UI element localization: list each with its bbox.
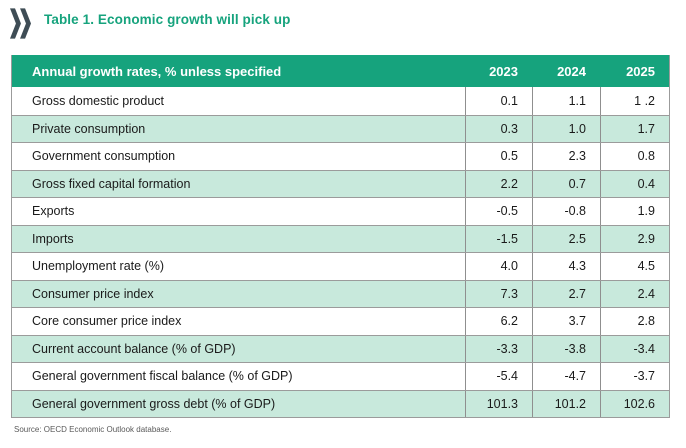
- row-value: -1.5: [465, 225, 532, 252]
- row-label: Exports: [32, 204, 75, 219]
- row-value: -3.4: [600, 335, 669, 362]
- row-label: Gross fixed capital formation: [32, 176, 191, 191]
- table-header-label: Annual growth rates, % unless specified: [32, 63, 282, 79]
- row-label: General government gross debt (% of GDP): [32, 396, 276, 411]
- row-value: 1.0: [532, 115, 600, 142]
- row-value: 2.5: [532, 225, 600, 252]
- row-value: -3.3: [465, 335, 532, 362]
- row-value: 3.7: [532, 308, 600, 335]
- row-value: 2.9: [600, 225, 669, 252]
- table-row: Private consumption 0.3 1.0 1.7: [12, 114, 669, 142]
- table-header-year-2023: 2023: [489, 63, 518, 79]
- row-value: 0.7: [532, 170, 600, 197]
- row-value: 1.7: [600, 115, 669, 142]
- row-value: 4.3: [532, 253, 600, 280]
- oecd-double-chevron-icon: [10, 7, 31, 40]
- source-note: Source: OECD Economic Outlook database.: [14, 425, 172, 434]
- row-value: 0.5: [465, 143, 532, 170]
- row-value: 0.1: [465, 87, 532, 115]
- row-value: 1.1: [532, 87, 600, 115]
- table-header-year-2025: 2025: [626, 63, 655, 79]
- row-value: 6.2: [465, 308, 532, 335]
- row-value: -5.4: [465, 363, 532, 390]
- table-header-row: Annual growth rates, % unless specified …: [12, 55, 669, 87]
- row-value: 7.3: [465, 280, 532, 307]
- row-value: 1 .2: [600, 87, 669, 115]
- row-value: -3.8: [532, 335, 600, 362]
- row-label: Private consumption: [32, 121, 146, 136]
- table-row: Current account balance (% of GDP) -3.3 -3…: [12, 334, 669, 362]
- row-label: Unemployment rate (%): [32, 259, 164, 274]
- table-row: Gross domestic product 0.1 1.1 1 .2: [12, 87, 669, 115]
- row-label: Gross domestic product: [32, 93, 164, 108]
- table-row: Government consumption 0.5 2.3 0.8: [12, 142, 669, 170]
- table-row: Consumer price index 7.3 2.7 2.4: [12, 279, 669, 307]
- row-value: 2.8: [600, 308, 669, 335]
- row-value: 4.5: [600, 253, 669, 280]
- row-label: Government consumption: [32, 149, 176, 164]
- row-value: 0.4: [600, 170, 669, 197]
- row-label: Imports: [32, 231, 74, 246]
- row-value: 2.2: [465, 170, 532, 197]
- row-value: 0.3: [465, 115, 532, 142]
- table-row: Core consumer price index 6.2 3.7 2.8: [12, 307, 669, 335]
- row-value: 2.7: [532, 280, 600, 307]
- table-header-year-2024: 2024: [557, 63, 586, 79]
- row-value: 2.3: [532, 143, 600, 170]
- row-value: -0.8: [532, 198, 600, 225]
- table-row: Gross fixed capital formation 2.2 0.7 0.4: [12, 169, 669, 197]
- row-value: 2.4: [600, 280, 669, 307]
- table-row: Unemployment rate (%) 4.0 4.3 4.5: [12, 252, 669, 280]
- table-row: General government gross debt (% of GDP)…: [12, 389, 669, 417]
- economic-growth-table: Annual growth rates, % unless specified …: [11, 55, 670, 418]
- page-title: Table 1. Economic growth will pick up: [44, 12, 291, 27]
- table-row: General government fiscal balance (% of …: [12, 362, 669, 390]
- row-value: 0.8: [600, 143, 669, 170]
- row-label: Core consumer price index: [32, 314, 182, 329]
- row-value: 101.2: [532, 390, 600, 417]
- table-row: Exports -0.5 -0.8 1.9: [12, 197, 669, 225]
- row-label: General government fiscal balance (% of …: [32, 369, 293, 384]
- row-value: 4.0: [465, 253, 532, 280]
- row-label: Consumer price index: [32, 286, 154, 301]
- table-row: Imports -1.5 2.5 2.9: [12, 224, 669, 252]
- row-value: 1.9: [600, 198, 669, 225]
- row-label: Current account balance (% of GDP): [32, 341, 236, 356]
- row-value: -0.5: [465, 198, 532, 225]
- row-value: 102.6: [600, 390, 669, 417]
- table-body: Gross domestic product 0.1 1.1 1 .2 Private …: [12, 87, 669, 417]
- row-value: -4.7: [532, 363, 600, 390]
- row-value: 101.3: [465, 390, 532, 417]
- row-value: -3.7: [600, 363, 669, 390]
